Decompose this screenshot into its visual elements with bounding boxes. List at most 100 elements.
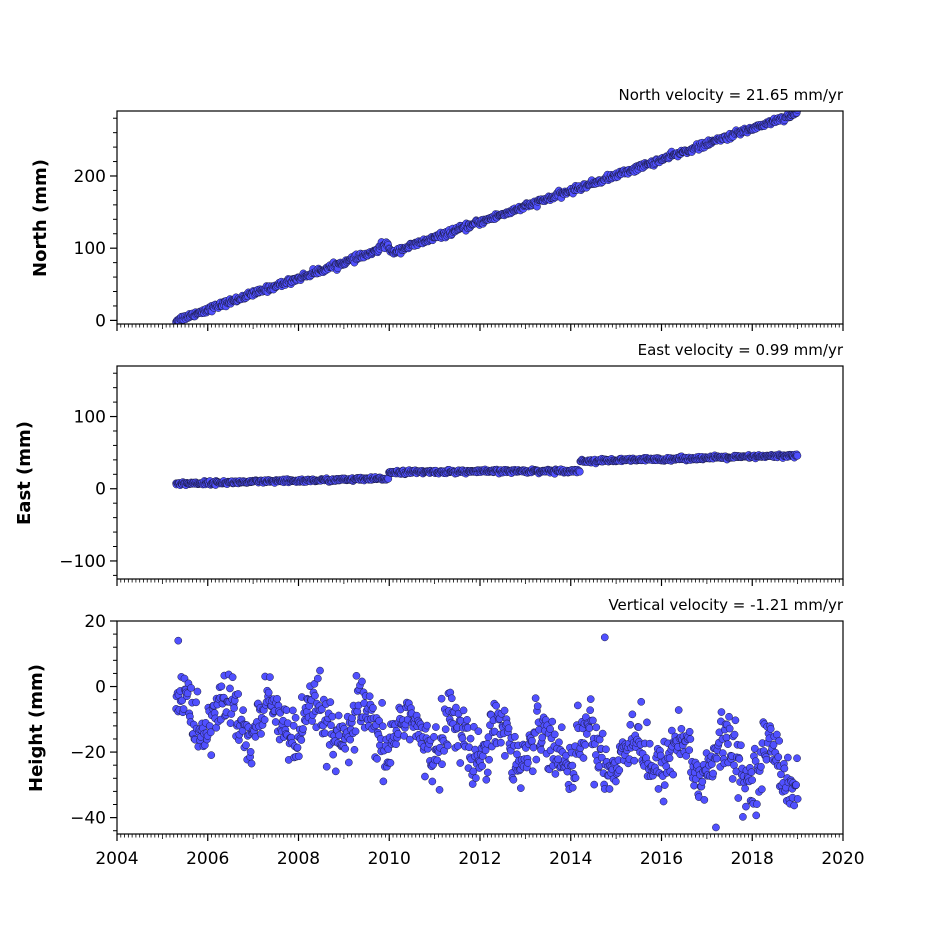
height-data-point bbox=[742, 802, 750, 811]
height-data-point bbox=[257, 730, 265, 738]
height-data-point bbox=[773, 730, 781, 739]
x-tick-label: 2020 bbox=[821, 849, 864, 869]
height-data-point bbox=[289, 721, 298, 730]
height-data-point bbox=[634, 723, 643, 731]
height-data-point bbox=[234, 690, 242, 698]
height-data-point bbox=[792, 781, 800, 789]
height-data-point bbox=[698, 777, 707, 786]
height-data-point bbox=[447, 694, 456, 703]
height-data-point bbox=[568, 783, 577, 792]
height-data-point bbox=[242, 741, 250, 749]
east-panel: −100 0 100 East velocity = 0.99 mm/yr East… bbox=[14, 341, 844, 586]
height-data-point bbox=[468, 780, 477, 788]
height-data-point bbox=[192, 698, 200, 707]
east-y-tick-label: 0 bbox=[95, 480, 106, 500]
height-data-point bbox=[573, 701, 582, 710]
height-data-point bbox=[762, 755, 771, 764]
height-data-point bbox=[369, 704, 377, 712]
height-data-point bbox=[557, 723, 566, 732]
height-data-points bbox=[172, 633, 802, 832]
x-tick-label: 2016 bbox=[640, 849, 683, 869]
height-data-point bbox=[589, 716, 597, 725]
east-y-axis: −100 0 100 bbox=[59, 372, 117, 576]
height-data-point bbox=[529, 743, 538, 752]
height-data-point bbox=[331, 767, 340, 776]
height-data-point bbox=[784, 753, 792, 762]
height-data-point bbox=[611, 777, 620, 786]
height-data-point bbox=[183, 689, 192, 698]
north-y-tick-label: 100 bbox=[74, 239, 106, 259]
height-data-point bbox=[375, 717, 383, 725]
height-data-point bbox=[579, 754, 588, 762]
height-data-point bbox=[531, 694, 540, 703]
height-data-point bbox=[737, 741, 745, 750]
height-data-point bbox=[350, 745, 359, 754]
height-data-point bbox=[379, 777, 388, 786]
height-y-axis-label: Height (mm) bbox=[26, 664, 47, 792]
north-data-points bbox=[172, 111, 802, 324]
height-data-point bbox=[321, 729, 329, 737]
height-data-point bbox=[328, 712, 337, 721]
east-data-points bbox=[172, 450, 802, 490]
height-velocity-label: Vertical velocity = -1.21 mm/yr bbox=[608, 596, 843, 614]
height-data-point bbox=[474, 727, 483, 736]
height-data-point bbox=[686, 735, 695, 743]
height-data-point bbox=[299, 725, 307, 733]
height-data-point bbox=[528, 767, 537, 776]
height-data-point bbox=[585, 724, 594, 732]
height-data-point bbox=[207, 751, 216, 759]
height-data-point bbox=[550, 730, 559, 739]
height-y-axis: −40 −20 0 20 bbox=[70, 612, 117, 832]
height-data-point bbox=[780, 764, 789, 773]
east-y-axis-label: East (mm) bbox=[14, 421, 35, 525]
height-data-point bbox=[400, 732, 408, 740]
height-data-point bbox=[365, 692, 374, 701]
height-data-point bbox=[246, 748, 255, 756]
height-data-point bbox=[295, 752, 303, 761]
height-data-point bbox=[293, 743, 302, 752]
x-tick-label: 2004 bbox=[95, 849, 138, 869]
height-data-point bbox=[685, 727, 694, 736]
height-data-point bbox=[378, 699, 386, 707]
height-data-point bbox=[504, 724, 513, 733]
height-data-point bbox=[297, 736, 306, 744]
height-data-point bbox=[717, 708, 726, 716]
height-data-point bbox=[435, 786, 444, 794]
height-y-tick-label: −40 bbox=[70, 809, 106, 829]
height-data-point bbox=[463, 715, 471, 724]
height-data-point bbox=[665, 754, 674, 763]
height-data-point bbox=[793, 754, 801, 763]
height-data-point bbox=[752, 811, 761, 820]
height-data-point bbox=[386, 759, 395, 767]
height-outlier-point bbox=[174, 636, 183, 645]
height-data-point bbox=[239, 706, 247, 715]
height-data-point bbox=[775, 737, 784, 745]
height-data-point bbox=[685, 746, 694, 754]
north-data-point bbox=[793, 111, 802, 114]
height-data-point bbox=[659, 797, 668, 806]
height-data-point bbox=[551, 770, 560, 778]
height-data-point bbox=[228, 673, 237, 682]
height-data-point bbox=[485, 755, 493, 764]
height-data-point bbox=[466, 734, 475, 743]
height-data-point bbox=[524, 758, 532, 767]
height-data-point bbox=[423, 721, 431, 730]
height-data-point bbox=[334, 711, 343, 720]
height-data-point bbox=[637, 697, 646, 706]
height-data-point bbox=[469, 767, 478, 776]
height-data-point bbox=[660, 781, 669, 789]
height-data-point bbox=[348, 714, 356, 722]
height-data-point bbox=[459, 706, 468, 715]
east-y-tick-label: −100 bbox=[59, 552, 106, 572]
height-data-point bbox=[667, 726, 676, 735]
height-data-point bbox=[734, 794, 743, 802]
height-data-point bbox=[739, 813, 747, 821]
height-data-point bbox=[317, 705, 326, 714]
height-data-point bbox=[741, 784, 749, 793]
north-velocity-label: North velocity = 21.65 mm/yr bbox=[619, 86, 844, 104]
height-data-point bbox=[758, 785, 766, 794]
height-data-point bbox=[628, 710, 637, 719]
height-data-point bbox=[187, 684, 195, 692]
height-data-point bbox=[193, 687, 202, 696]
east-velocity-label: East velocity = 0.99 mm/yr bbox=[638, 341, 844, 359]
